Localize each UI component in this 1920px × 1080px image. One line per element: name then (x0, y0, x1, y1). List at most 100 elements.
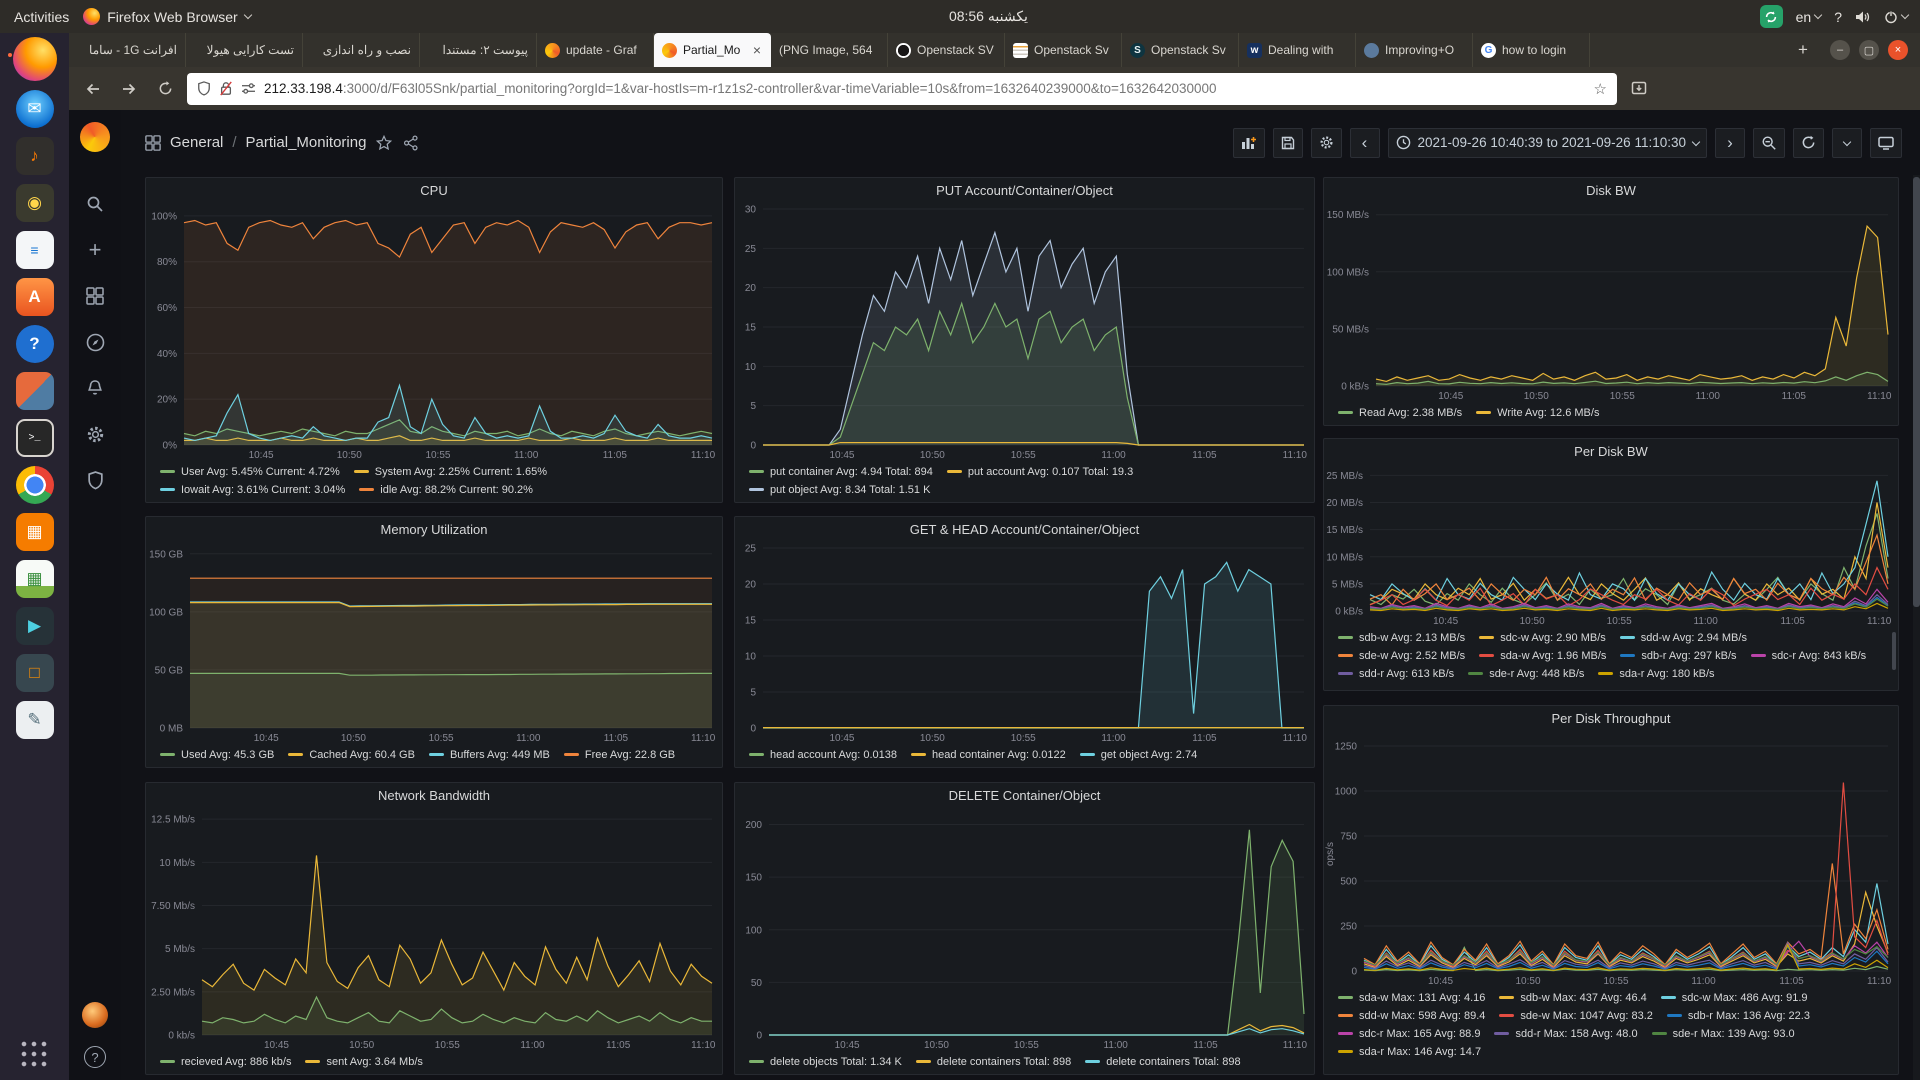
panel-chart[interactable]: 0 kb/s2.50 Mb/s5 Mb/s7.50 Mb/s10 Mb/s12.… (146, 807, 722, 1052)
forward-button[interactable] (115, 75, 143, 103)
legend-item[interactable]: idle Avg: 88.2% Current: 90.2% (359, 482, 533, 497)
browser-tab[interactable]: افرانت 1G - ساما (69, 33, 186, 67)
notes-dock-icon[interactable]: ✎ (7, 701, 63, 739)
configuration-gear-icon[interactable] (83, 422, 107, 446)
add-panel-button[interactable] (1233, 128, 1265, 158)
panel-title[interactable]: CPU (146, 178, 722, 202)
reload-button[interactable] (151, 75, 179, 103)
browser-tab[interactable]: Improving+O (1356, 33, 1473, 67)
panel-title[interactable]: Memory Utilization (146, 517, 722, 541)
url-bar[interactable]: 212.33.198.4:3000/d/F63l05Snk/partial_mo… (187, 73, 1617, 105)
legend-item[interactable]: sdc-r Avg: 843 kB/s (1751, 648, 1867, 663)
legend-item[interactable]: Iowait Avg: 3.61% Current: 3.04% (160, 482, 345, 497)
chart-canvas[interactable]: 0 kB/s50 MB/s100 MB/s150 MB/s10:4510:501… (1324, 202, 1898, 403)
panel-chart[interactable]: 05010015020010:4510:5010:5511:0011:0511:… (735, 807, 1314, 1052)
panel-title[interactable]: DELETE Container/Object (735, 783, 1314, 807)
legend-item[interactable]: sdb-r Avg: 297 kB/s (1620, 648, 1736, 663)
downloads-icon[interactable] (1625, 75, 1653, 103)
maximize-button[interactable]: ▢ (1859, 40, 1879, 60)
media-player-dock-icon[interactable]: ♪ (7, 137, 63, 175)
browser-tab[interactable]: Openstack SV (888, 33, 1005, 67)
legend-item[interactable]: sdc-r Max: 165 Avg: 88.9 (1338, 1026, 1480, 1041)
chart-canvas[interactable]: 0 MB50 GB100 GB150 GB10:4510:5010:5511:0… (146, 541, 722, 745)
panel-title[interactable]: Disk BW (1324, 178, 1898, 202)
chart-canvas[interactable]: 05101520253010:4510:5010:5511:0011:0511:… (735, 202, 1314, 462)
browser-tab[interactable]: Ghow to login (1473, 33, 1590, 67)
legend-item[interactable]: sdb-w Max: 437 Avg: 46.4 (1499, 990, 1646, 1005)
permissions-icon[interactable] (241, 82, 256, 95)
thunderbird-dock-icon[interactable]: ✉ (7, 90, 63, 128)
legend-item[interactable]: sdd-w Max: 598 Avg: 89.4 (1338, 1008, 1485, 1023)
panel-chart[interactable]: 051015202510:4510:5010:5511:0011:0511:10 (735, 541, 1314, 745)
legend-item[interactable]: sdc-w Avg: 2.90 MB/s (1479, 630, 1606, 645)
help-indicator[interactable]: ? (1834, 9, 1842, 25)
show-apps-icon[interactable] (20, 1040, 50, 1070)
browser-tab[interactable]: پیوست ۲: مستندا (420, 33, 537, 67)
firefox-dock-icon[interactable] (7, 37, 63, 81)
legend-item[interactable]: Buffers Avg: 449 MB (429, 747, 550, 762)
shield-icon[interactable] (197, 81, 211, 96)
bookmark-star-icon[interactable]: ☆ (1594, 80, 1607, 98)
search-icon[interactable] (83, 192, 107, 216)
chart-canvas[interactable]: 051015202510:4510:5010:5511:0011:0511:10 (735, 541, 1314, 745)
legend-item[interactable]: put object Avg: 8.34 Total: 1.51 K (749, 482, 930, 497)
chrome-dock-icon[interactable] (7, 466, 63, 504)
browser-tab[interactable]: تست کارایی هیولا (186, 33, 303, 67)
panel-title[interactable]: Per Disk Throughput (1324, 706, 1898, 730)
panel-chart[interactable]: 0 kB/s50 MB/s100 MB/s150 MB/s10:4510:501… (1324, 202, 1898, 403)
writer-dock-icon[interactable]: ≡ (7, 231, 63, 269)
legend-item[interactable]: sde-r Avg: 448 kB/s (1468, 666, 1584, 681)
refresh-interval-button[interactable] (1832, 128, 1862, 158)
browser-tab[interactable]: wDealing with (1239, 33, 1356, 67)
panel-chart[interactable]: 0 kB/s5 MB/s10 MB/s15 MB/s20 MB/s25 MB/s… (1324, 463, 1898, 628)
browser-tab[interactable]: (PNG Image, 564 (771, 33, 888, 67)
breadcrumb-folder[interactable]: General (170, 134, 223, 151)
time-picker-button[interactable]: 2021-09-26 10:40:39 to 2021-09-26 11:10:… (1388, 128, 1707, 158)
camera-dock-icon[interactable]: ◉ (7, 184, 63, 222)
legend-item[interactable]: put container Avg: 4.94 Total: 894 (749, 464, 933, 479)
legend-item[interactable]: sde-w Max: 1047 Avg: 83.2 (1499, 1008, 1653, 1023)
vm-app-dock-icon[interactable]: □ (7, 654, 63, 692)
browser-tab[interactable]: update - Graf (537, 33, 654, 67)
legend-item[interactable]: Cached Avg: 60.4 GB (288, 747, 415, 762)
favorite-star-icon[interactable] (375, 134, 393, 152)
share-icon[interactable] (402, 134, 420, 152)
power-menu[interactable] (1884, 10, 1908, 24)
legend-item[interactable]: sde-w Avg: 2.52 MB/s (1338, 648, 1465, 663)
legend-item[interactable]: Read Avg: 2.38 MB/s (1338, 405, 1462, 420)
browser-tab[interactable]: SOpenstack Sv (1122, 33, 1239, 67)
legend-item[interactable]: sdd-r Max: 158 Avg: 48.0 (1494, 1026, 1637, 1041)
panel-chart[interactable]: 0 MB50 GB100 GB150 GB10:4510:5010:5511:0… (146, 541, 722, 745)
cycle-view-button[interactable] (1870, 128, 1902, 158)
chart-canvas[interactable]: 02505007501000125010:4510:5010:5511:0011… (1324, 730, 1898, 988)
legend-item[interactable]: sdc-w Max: 486 Avg: 91.9 (1661, 990, 1808, 1005)
legend-item[interactable]: sdb-r Max: 136 Avg: 22.3 (1667, 1008, 1810, 1023)
legend-item[interactable]: delete containers Total: 898 (1085, 1054, 1240, 1069)
browser-tab[interactable]: Openstack Sv (1005, 33, 1122, 67)
legend-item[interactable]: System Avg: 2.25% Current: 1.65% (354, 464, 547, 479)
legend-item[interactable]: put account Avg: 0.107 Total: 19.3 (947, 464, 1133, 479)
chart-canvas[interactable]: 0%20%40%60%80%100%10:4510:5010:5511:0011… (146, 202, 722, 462)
browser-tab[interactable]: Partial_Mo× (654, 33, 771, 67)
legend-item[interactable]: sdd-w Avg: 2.94 MB/s (1620, 630, 1747, 645)
calc-dock-icon[interactable]: ▦ (7, 560, 63, 598)
legend-item[interactable]: delete objects Total: 1.34 K (749, 1054, 902, 1069)
legend-scrollbar[interactable] (1892, 632, 1896, 670)
panel-title[interactable]: GET & HEAD Account/Container/Object (735, 517, 1314, 541)
legend-item[interactable]: sde-r Max: 139 Avg: 93.0 (1652, 1026, 1795, 1041)
panel-title[interactable]: PUT Account/Container/Object (735, 178, 1314, 202)
legend-item[interactable]: head account Avg: 0.0138 (749, 747, 897, 762)
calculator-dock-icon[interactable]: ▦ (7, 513, 63, 551)
url-text[interactable]: 212.33.198.4:3000/d/F63l05Snk/partial_mo… (264, 81, 1586, 96)
tab-close-icon[interactable]: × (751, 42, 763, 58)
chart-canvas[interactable]: 0 kb/s2.50 Mb/s5 Mb/s7.50 Mb/s10 Mb/s12.… (146, 807, 722, 1052)
grafana-logo-icon[interactable] (80, 122, 110, 152)
dashboards-icon[interactable] (83, 284, 107, 308)
server-admin-shield-icon[interactable] (83, 468, 107, 492)
legend-item[interactable]: get object Avg: 2.74 (1080, 747, 1197, 762)
legend-item[interactable]: Used Avg: 45.3 GB (160, 747, 274, 762)
zoom-out-button[interactable] (1753, 128, 1785, 158)
panel-chart[interactable]: 02505007501000125010:4510:5010:5511:0011… (1324, 730, 1898, 988)
insecure-lock-icon[interactable] (219, 81, 233, 96)
panel-chart[interactable]: 0%20%40%60%80%100%10:4510:5010:5511:0011… (146, 202, 722, 462)
